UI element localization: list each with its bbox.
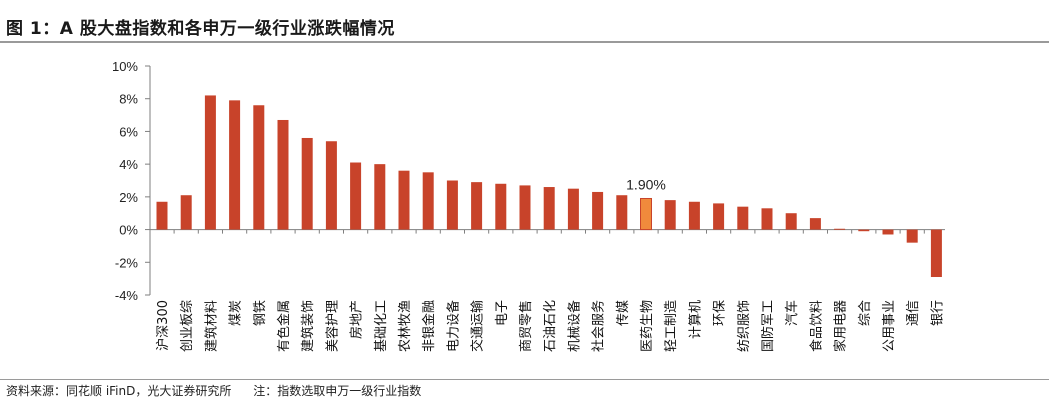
category-label: 美容护理 xyxy=(324,300,340,352)
bar-9 xyxy=(350,162,362,230)
y-tick-label: -2% xyxy=(115,255,139,270)
bar-12 xyxy=(422,172,434,230)
category-label: 轻工制造 xyxy=(664,300,679,352)
category-label: 通信 xyxy=(906,300,921,326)
bar-30 xyxy=(858,229,870,232)
bar-22 xyxy=(664,200,676,230)
category-label: 传媒 xyxy=(616,300,631,326)
category-label: 商贸零售 xyxy=(518,300,534,352)
data-label: 1.90% xyxy=(626,176,666,192)
bar-20 xyxy=(616,195,628,230)
bar-6 xyxy=(277,119,289,230)
bar-7 xyxy=(301,137,313,230)
figure-footer: 资料来源：同花顺 iFinD，光大证券研究所 注：指数选取申万一级行业指数 xyxy=(6,382,439,399)
category-label: 沪深300 xyxy=(155,300,171,351)
bar-15 xyxy=(495,183,507,230)
bar-28 xyxy=(809,218,821,230)
category-label: 计算机 xyxy=(688,300,703,339)
bar-26 xyxy=(761,208,773,230)
bar-13 xyxy=(446,180,458,230)
bar-33 xyxy=(930,229,942,278)
category-label: 非银金融 xyxy=(421,300,437,352)
category-label: 环保 xyxy=(713,300,728,326)
category-label: 国防军工 xyxy=(760,300,776,352)
category-label: 农林牧渔 xyxy=(398,300,413,352)
bar-4 xyxy=(229,100,241,230)
category-label: 银行 xyxy=(930,300,945,326)
bar-17 xyxy=(543,187,555,230)
category-label: 公用事业 xyxy=(882,300,897,352)
footer-divider xyxy=(0,379,1049,380)
y-tick-label: 10% xyxy=(112,59,138,74)
bar-16 xyxy=(519,185,531,230)
y-tick-label: 6% xyxy=(119,124,138,139)
category-label: 有色金属 xyxy=(276,300,292,352)
bar-3 xyxy=(204,95,216,230)
index-note: 注：指数选取申万一级行业指数 xyxy=(253,384,422,398)
category-label: 机械设备 xyxy=(566,300,582,352)
category-label: 煤炭 xyxy=(229,300,244,326)
category-label: 家用电器 xyxy=(833,300,849,352)
bar-27 xyxy=(785,213,797,230)
bar-25 xyxy=(737,206,749,230)
category-label: 医药生物 xyxy=(640,300,655,352)
category-label: 社会服务 xyxy=(591,300,607,352)
category-label: 汽车 xyxy=(784,300,800,326)
category-label: 纺织服饰 xyxy=(737,300,752,352)
category-label: 交通运输 xyxy=(470,300,486,352)
y-tick-label: 8% xyxy=(119,92,138,107)
bar-5 xyxy=(253,105,265,230)
category-label: 基础化工 xyxy=(374,300,389,352)
category-label: 电力设备 xyxy=(445,300,461,352)
category-label: 建筑装饰 xyxy=(300,300,316,352)
bar-19 xyxy=(592,191,604,230)
figure-title: 图 1：A 股大盘指数和各申万一级行业涨跌幅情况 xyxy=(6,19,395,39)
category-label: 钢铁 xyxy=(253,300,268,326)
category-label: 房地产 xyxy=(349,300,365,339)
y-tick-label: 4% xyxy=(119,157,138,172)
y-tick-label: -4% xyxy=(115,288,139,303)
bar-31 xyxy=(882,229,894,235)
category-label: 建筑材料 xyxy=(203,300,219,352)
category-label: 综合 xyxy=(858,300,873,326)
bar-18 xyxy=(567,188,579,230)
bar-24 xyxy=(713,203,725,230)
category-label: 电子 xyxy=(495,300,510,326)
y-tick-label: 2% xyxy=(119,190,138,205)
bar-29 xyxy=(834,228,846,230)
category-label: 食品饮料 xyxy=(808,300,824,352)
bar-10 xyxy=(374,164,386,230)
bar-11 xyxy=(398,170,410,230)
bar-1 xyxy=(156,201,168,230)
y-tick-label: 0% xyxy=(119,223,138,238)
bar-8 xyxy=(325,141,337,230)
source-note: 资料来源：同花顺 iFinD，光大证券研究所 xyxy=(6,384,232,398)
bar-14 xyxy=(471,182,483,230)
category-label: 石油石化 xyxy=(543,300,558,352)
bar-2 xyxy=(180,195,192,230)
category-label: 创业板综 xyxy=(180,300,195,352)
bar-21 xyxy=(640,197,652,231)
title-divider xyxy=(0,41,1049,43)
bar-23 xyxy=(688,201,700,230)
bar-32 xyxy=(906,229,918,243)
